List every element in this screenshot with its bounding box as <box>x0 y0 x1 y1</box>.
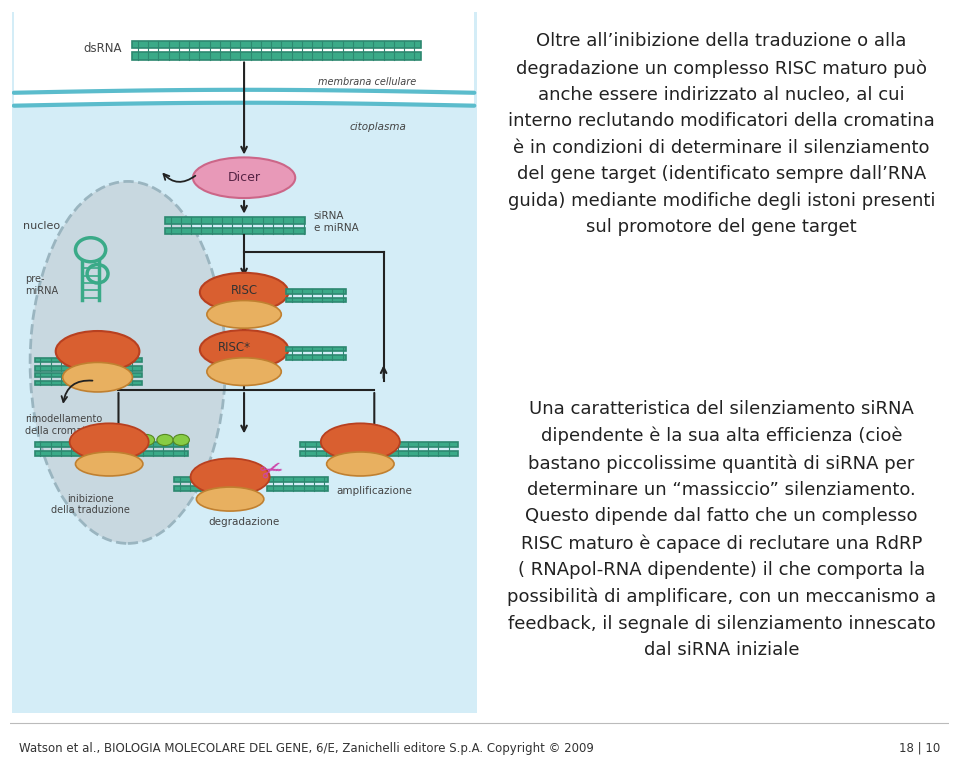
Text: nucleo: nucleo <box>23 221 60 231</box>
Bar <box>300 451 458 456</box>
Text: rimodellamento
della cromatina: rimodellamento della cromatina <box>26 414 103 436</box>
Bar <box>35 366 142 370</box>
Ellipse shape <box>62 363 132 392</box>
Ellipse shape <box>76 452 143 476</box>
Bar <box>165 228 305 234</box>
Text: citoplasma: citoplasma <box>350 122 407 132</box>
FancyBboxPatch shape <box>7 8 481 717</box>
Ellipse shape <box>56 331 139 372</box>
Bar <box>286 347 346 351</box>
Bar <box>35 443 188 447</box>
Ellipse shape <box>321 423 400 460</box>
Ellipse shape <box>138 434 154 446</box>
Bar <box>132 52 421 60</box>
Text: siRNA
e miRNA: siRNA e miRNA <box>314 211 359 233</box>
Bar <box>286 355 346 360</box>
Text: Dicer: Dicer <box>227 171 261 184</box>
Text: RISC: RISC <box>230 284 258 297</box>
Ellipse shape <box>197 487 264 511</box>
Text: Watson et al., BIOLOGIA MOLECOLARE DEL GENE, 6/E, Zanichelli editore S.p.A. Copy: Watson et al., BIOLOGIA MOLECOLARE DEL G… <box>19 742 594 755</box>
Text: Oltre all’inibizione della traduzione o alla
degradazione un complesso RISC matu: Oltre all’inibizione della traduzione o … <box>508 32 935 236</box>
Text: amplificazione: amplificazione <box>337 486 412 495</box>
Bar <box>35 373 142 377</box>
Bar <box>268 486 328 492</box>
Ellipse shape <box>207 357 281 386</box>
Ellipse shape <box>30 182 225 543</box>
Ellipse shape <box>207 301 281 328</box>
Ellipse shape <box>199 273 289 311</box>
Bar <box>286 289 346 294</box>
Ellipse shape <box>174 434 190 446</box>
Text: 18 | 10: 18 | 10 <box>899 742 940 755</box>
Bar <box>35 381 142 386</box>
Bar <box>175 477 253 482</box>
Bar <box>268 477 328 482</box>
Bar <box>165 217 305 224</box>
Text: RISC*: RISC* <box>219 341 251 354</box>
Ellipse shape <box>199 330 289 369</box>
Bar <box>35 357 142 363</box>
Text: inibizione
della traduzione: inibizione della traduzione <box>51 493 130 515</box>
Ellipse shape <box>70 423 149 460</box>
Text: Una caratteristica del silenziamento siRNA
dipendente è la sua alta efficienza (: Una caratteristica del silenziamento siR… <box>507 400 936 659</box>
Bar <box>132 41 421 48</box>
Text: degradazione: degradazione <box>208 517 280 527</box>
Bar <box>300 443 458 447</box>
Bar <box>13 12 475 104</box>
Text: pre-
miRNA: pre- miRNA <box>26 274 58 295</box>
Bar <box>175 486 253 492</box>
Text: ✂: ✂ <box>256 454 288 489</box>
Bar <box>35 451 188 456</box>
Ellipse shape <box>327 452 394 476</box>
Bar <box>286 298 346 302</box>
Ellipse shape <box>191 459 269 495</box>
Ellipse shape <box>157 434 174 446</box>
Text: dsRNA: dsRNA <box>83 42 122 55</box>
Text: membrana cellulare: membrana cellulare <box>317 77 416 87</box>
Ellipse shape <box>193 157 295 198</box>
